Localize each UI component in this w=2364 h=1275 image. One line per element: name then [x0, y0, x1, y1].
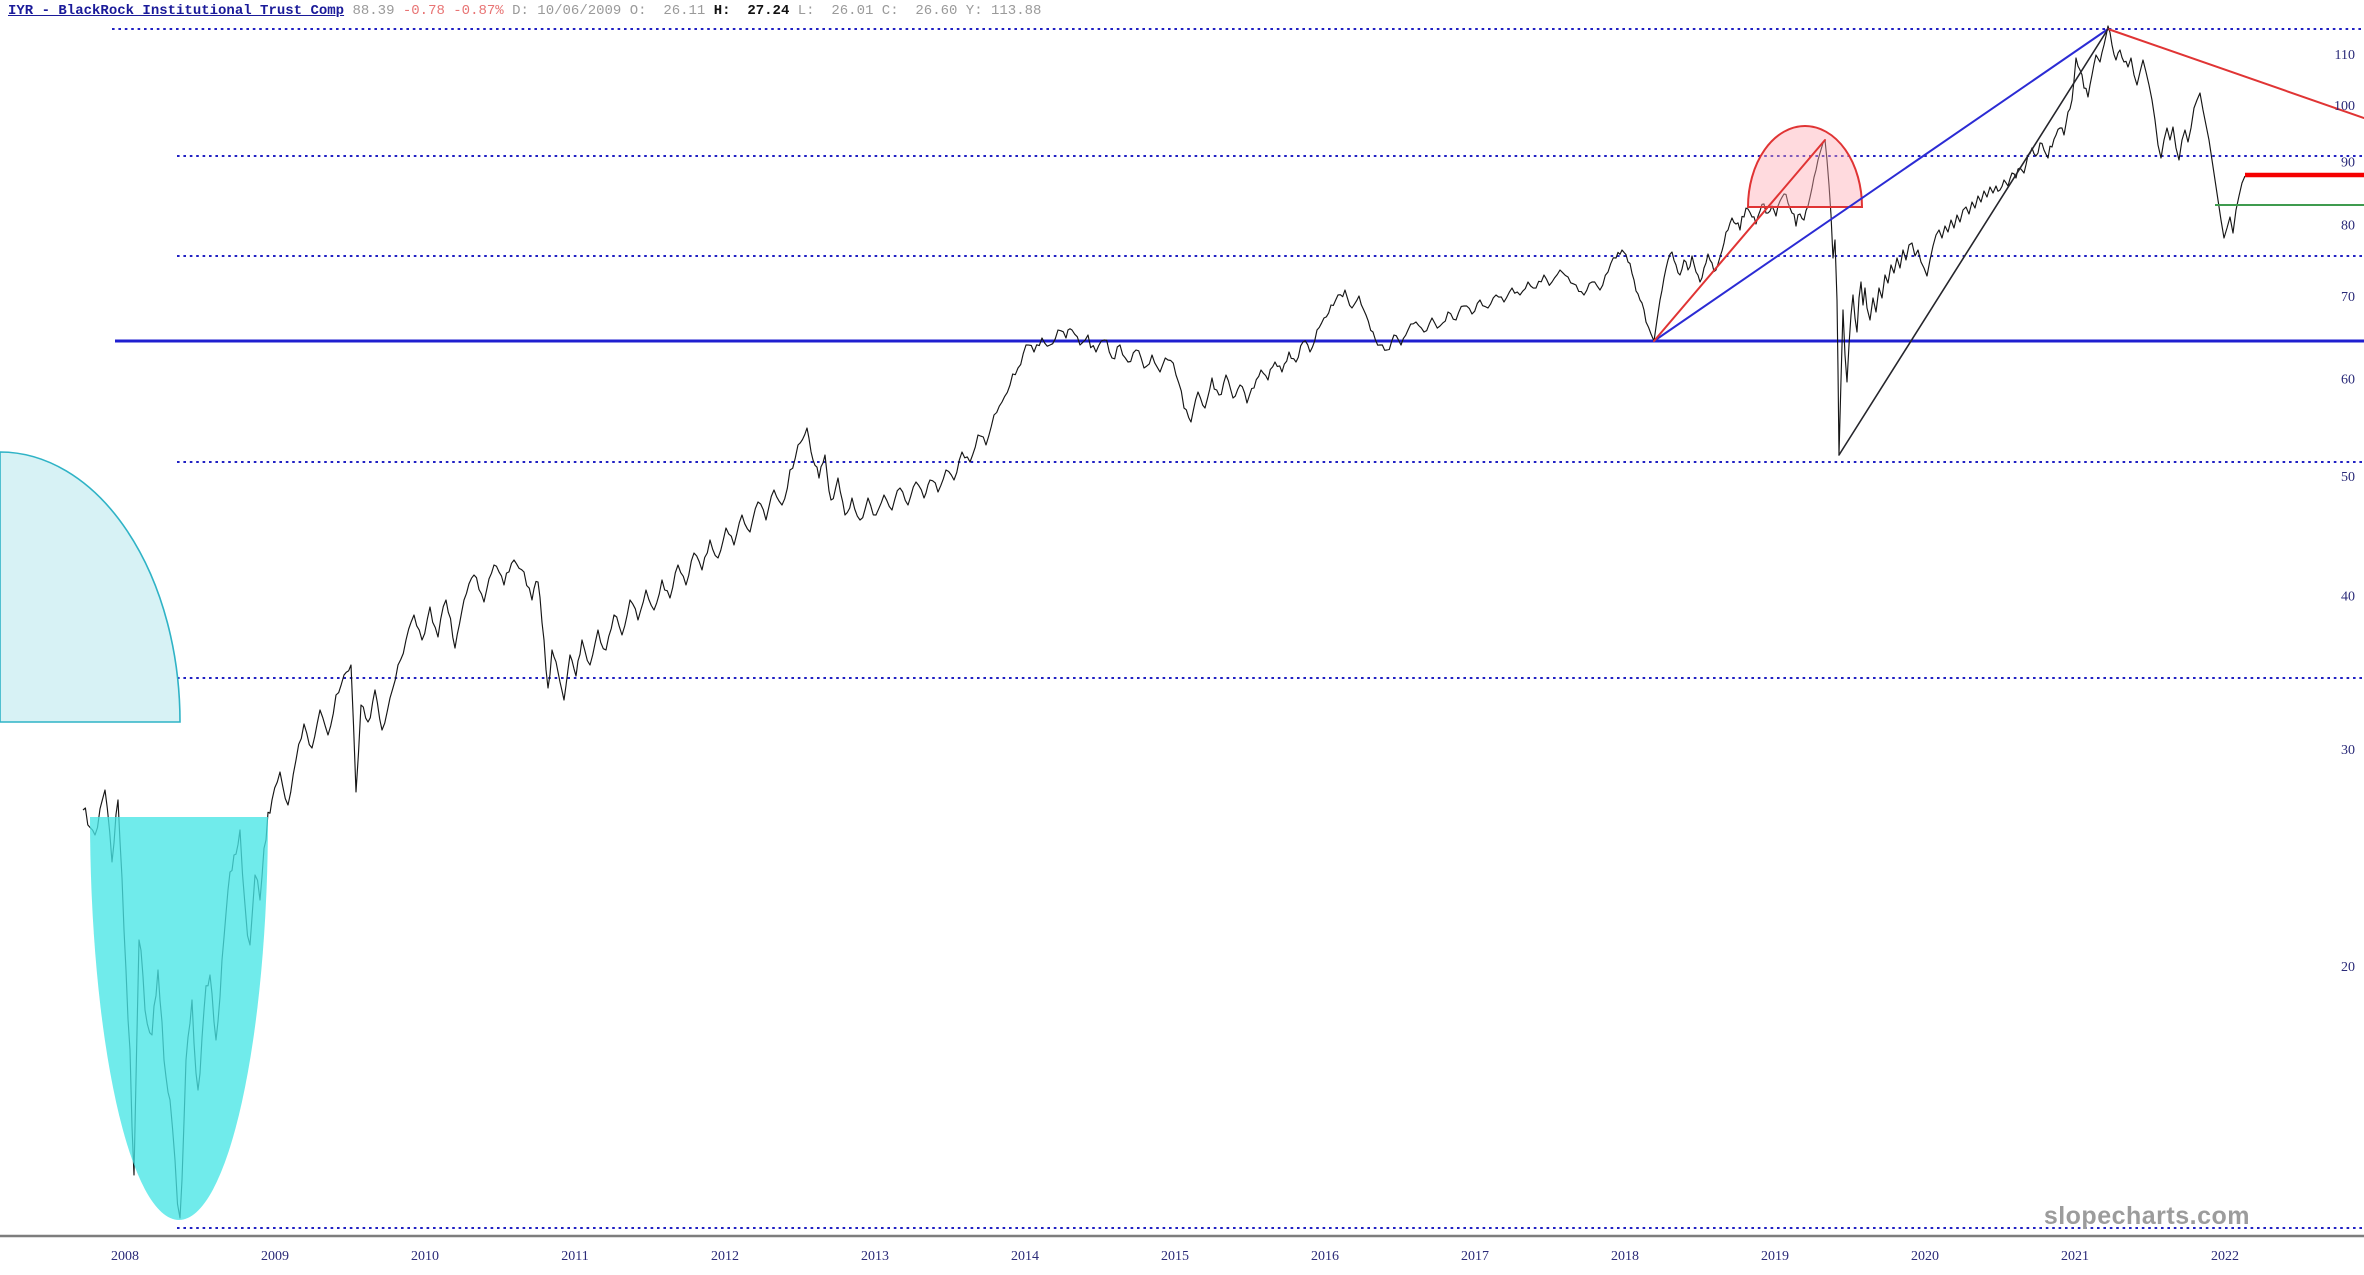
x-axis-label: 2013: [861, 1249, 889, 1264]
x-axis-label: 2009: [261, 1249, 289, 1264]
day-high: H: 27.24: [713, 3, 790, 19]
last-price: 88.39: [344, 3, 403, 19]
y-axis-label: 110: [2335, 48, 2355, 63]
x-axis-label: 2021: [2061, 1249, 2089, 1264]
x-axis-label: 2012: [711, 1249, 739, 1264]
x-axis-label: 2008: [111, 1249, 139, 1264]
y-axis-label: 90: [2341, 155, 2355, 170]
y-axis-label: 80: [2341, 218, 2355, 233]
crash-u-annotation: [90, 817, 268, 1220]
watermark: slopecharts.com: [2043, 1202, 2250, 1230]
uptrend-2018low-to-2021peak: [1653, 28, 2109, 342]
y-axis-label: 20: [2341, 960, 2355, 975]
downtrend-from-2021peak: [2107, 28, 2364, 119]
y-axis-label: 30: [2341, 743, 2355, 758]
quote-header: IYR - BlackRock Institutional Trust Comp…: [8, 2, 1041, 20]
y-axis-label: 60: [2341, 372, 2355, 387]
y-axis-label: 40: [2341, 589, 2355, 604]
price-change: -0.78 -0.87%: [402, 3, 504, 19]
y-axis-label: 50: [2341, 470, 2355, 485]
low-close-year: L: 26.01 C: 26.60 Y: 113.88: [789, 3, 1042, 19]
x-axis-label: 2016: [1311, 1249, 1339, 1264]
x-axis-label: 2010: [411, 1249, 439, 1264]
price-line: [82, 25, 2246, 1219]
y-axis-label: 70: [2341, 290, 2355, 305]
y-axis-label: 100: [2334, 99, 2355, 114]
dome-annotation: [1746, 125, 1864, 208]
x-axis-label: 2014: [1011, 1249, 1039, 1264]
date-open: D: 10/06/2009 O: 26.11: [503, 3, 714, 19]
x-axis-label: 2019: [1761, 1249, 1789, 1264]
x-axis-label: 2011: [561, 1249, 588, 1264]
fan-annotation: [0, 451, 181, 723]
x-axis-label: 2017: [1461, 1249, 1489, 1264]
x-axis-label: 2022: [2211, 1249, 2239, 1264]
uptrend-covidlow-to-2021peak: [1838, 28, 2109, 456]
x-axis-label: 2020: [1911, 1249, 1939, 1264]
x-axis-label: 2015: [1161, 1249, 1189, 1264]
uptrend-2018low-to-2020peak: [1653, 139, 1826, 342]
x-axis-label: 2018: [1611, 1249, 1639, 1264]
ticker-link[interactable]: IYR - BlackRock Institutional Trust Comp: [8, 3, 345, 19]
